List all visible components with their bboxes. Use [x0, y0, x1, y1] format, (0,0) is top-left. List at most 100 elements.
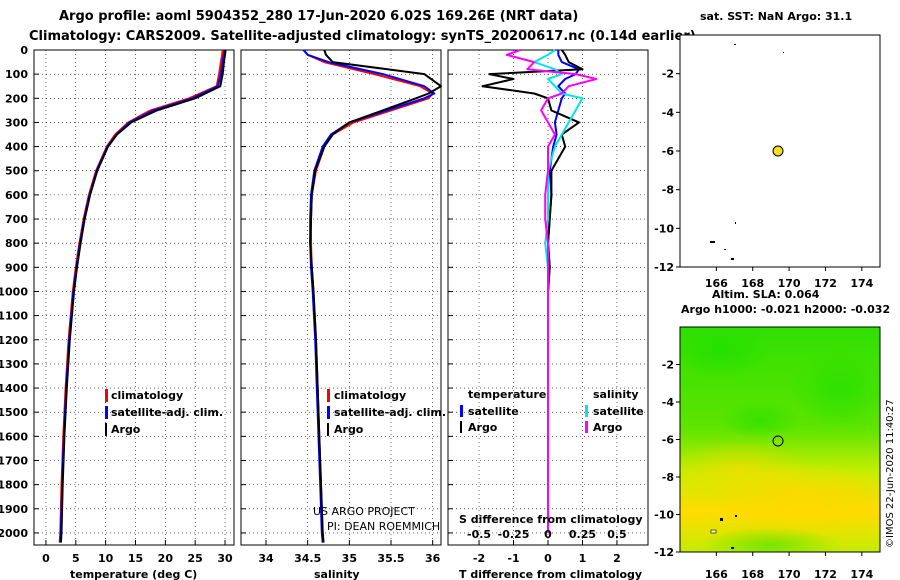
map-y-tick-label: -4: [662, 396, 675, 409]
map-x-tick-label: 172: [814, 277, 837, 290]
x-tick-label: 35: [342, 552, 357, 565]
map-x-tick-label: 174: [850, 568, 873, 580]
legend-satellite-label: satellite-adj. clim.: [111, 406, 223, 419]
depth-tick-label: 1600: [0, 430, 28, 443]
legend-climatology-label: climatology: [334, 389, 406, 402]
figure-title-line1: Argo profile: aoml 5904352_280 17-Jun-20…: [59, 9, 578, 24]
legend-salinity-title: salinity: [593, 388, 639, 401]
map-y-tick-label: -8: [662, 471, 674, 484]
map-x-tick-label: 172: [814, 568, 837, 580]
difference-xlabel-top: S difference from climatology: [459, 513, 643, 526]
depth-tick-label: 400: [5, 141, 28, 154]
map-x-tick-label: 174: [850, 277, 873, 290]
legend-t-argo-swatch: [460, 421, 462, 433]
depth-tick-label: 1200: [0, 334, 28, 347]
series-line-s-argo: [505, 49, 598, 533]
sla-map-title-2: Argo h1000: -0.021 h2000: -0.032: [681, 303, 890, 316]
legend-s-argo-swatch: [585, 421, 588, 433]
x-tick-label: 15: [128, 552, 143, 565]
x-tick-label: 34.5: [294, 552, 321, 565]
sst-map-islands: [710, 44, 784, 260]
figure-title-line2: Climatology: CARS2009. Satellite-adjuste…: [29, 29, 696, 44]
map-y-tick-label: -8: [662, 184, 674, 197]
depth-tick-label: 200: [5, 92, 28, 105]
legend-climatology-label: climatology: [111, 389, 183, 402]
depth-tick-label: 0: [20, 44, 28, 57]
legend-s-argo-label: Argo: [593, 421, 623, 434]
legend-t-satellite-swatch: [460, 405, 463, 417]
series-line-argo: [309, 49, 442, 543]
depth-tick-label: 1100: [0, 310, 28, 323]
depth-axis: 0 100 200 300 400 500 600 700 800 900 1000 1100 1200…: [0, 44, 28, 540]
x-tick-label: 0: [42, 552, 50, 565]
difference-panel: -2 -1 0 1 2 -0.5 -0.25 0 0.25 0.5 T difference fr…: [447, 49, 649, 580]
depth-tick-label: 700: [5, 213, 28, 226]
legend-temperature-title: temperature: [468, 388, 546, 401]
x-tick-label: 5: [72, 552, 80, 565]
difference-legend: temperature satellite Argo salinity sate…: [460, 388, 644, 434]
depth-tick-label: 300: [5, 116, 28, 129]
depth-tick-label: 800: [5, 237, 28, 250]
temperature-legend: climatology satellite-adj. clim. Argo: [105, 389, 223, 436]
sla-argo-marker: [772, 435, 784, 447]
x-tick-label-salinity: 0.25: [569, 528, 596, 541]
x-tick-label: 10: [98, 552, 114, 565]
salinity-xlabel: salinity: [314, 568, 360, 580]
sst-argo-marker: [772, 145, 784, 157]
legend-s-satellite-label: satellite: [593, 405, 644, 418]
legend-satellite-swatch: [105, 406, 108, 419]
depth-tick-label: 1500: [0, 406, 28, 419]
map-x-tick-label: 170: [778, 277, 801, 290]
map-y-tick-label: -12: [654, 261, 674, 274]
depth-tick-label: 1700: [0, 454, 28, 467]
depth-tick-label: 1000: [0, 285, 28, 298]
map-x-tick-label: 166: [705, 568, 728, 580]
legend-t-argo-label: Argo: [468, 421, 498, 434]
legend-s-satellite-swatch: [585, 405, 588, 417]
map-y-tick-label: -10: [654, 222, 674, 235]
legend-climatology-swatch: [105, 389, 108, 402]
map-x-tick-label: 166: [705, 277, 728, 290]
temperature-panel: 0 5 10 15 20 25 30 temperature (deg C) climato…: [33, 49, 235, 580]
legend-satellite-label: satellite-adj. clim.: [334, 406, 446, 419]
salinity-legend: climatology satellite-adj. clim. Argo: [327, 389, 446, 436]
sla-map-panel: 166 168 170 172 174 -2 -4 -6 -8 -10 -12: [654, 326, 881, 580]
difference-xlabel-bottom: T difference from climatology: [459, 568, 642, 580]
map-y-tick-label: -4: [662, 106, 675, 119]
depth-tick-label: 1400: [0, 382, 28, 395]
x-tick-label: 36: [425, 552, 441, 565]
x-tick-label: -1: [507, 552, 519, 565]
x-tick-label: 25: [188, 552, 203, 565]
depth-tick-label: 1800: [0, 479, 28, 492]
salinity-plot-frame: [240, 49, 442, 546]
depth-tick-label: 1900: [0, 503, 28, 516]
map-y-tick-label: -6: [662, 434, 675, 447]
salinity-panel: 34 34.5 35 35.5 36 salinity climatology sate…: [240, 49, 446, 580]
legend-climatology-swatch: [327, 389, 330, 402]
x-tick-label: 2: [613, 552, 621, 565]
sst-map-title: sat. SST: NaN Argo: 31.1: [700, 10, 852, 23]
x-tick-label-salinity: 0: [544, 528, 552, 541]
map-y-tick-label: -2: [662, 68, 674, 81]
sst-map-panel: sat. SST: NaN Argo: 31.1 166 168 170 172 174…: [654, 10, 890, 316]
x-tick-label-salinity: -0.25: [498, 528, 530, 541]
temperature-xlabel: temperature (deg C): [70, 568, 197, 580]
credit-line2: PI: DEAN ROEMMICH: [327, 520, 440, 533]
x-tick-label-salinity: -0.5: [467, 528, 491, 541]
map-y-tick-label: -6: [662, 145, 675, 158]
x-tick-label-salinity: 0.5: [607, 528, 627, 541]
map-x-tick-label: 168: [741, 568, 764, 580]
sla-map-title-1: Altim. SLA: 0.064: [712, 288, 820, 301]
x-tick-label: 35.5: [377, 552, 404, 565]
map-y-tick-label: -12: [654, 546, 674, 559]
x-tick-label: 34: [258, 552, 274, 565]
legend-satellite-swatch: [327, 406, 330, 419]
x-tick-label: 30: [217, 552, 233, 565]
legend-argo-swatch: [105, 423, 107, 436]
series-line-argo: [59, 49, 227, 543]
x-tick-label: 0: [544, 552, 552, 565]
legend-t-satellite-label: satellite: [468, 405, 519, 418]
credit-line1: US ARGO PROJECT: [313, 505, 415, 518]
legend-argo-swatch: [327, 423, 329, 436]
